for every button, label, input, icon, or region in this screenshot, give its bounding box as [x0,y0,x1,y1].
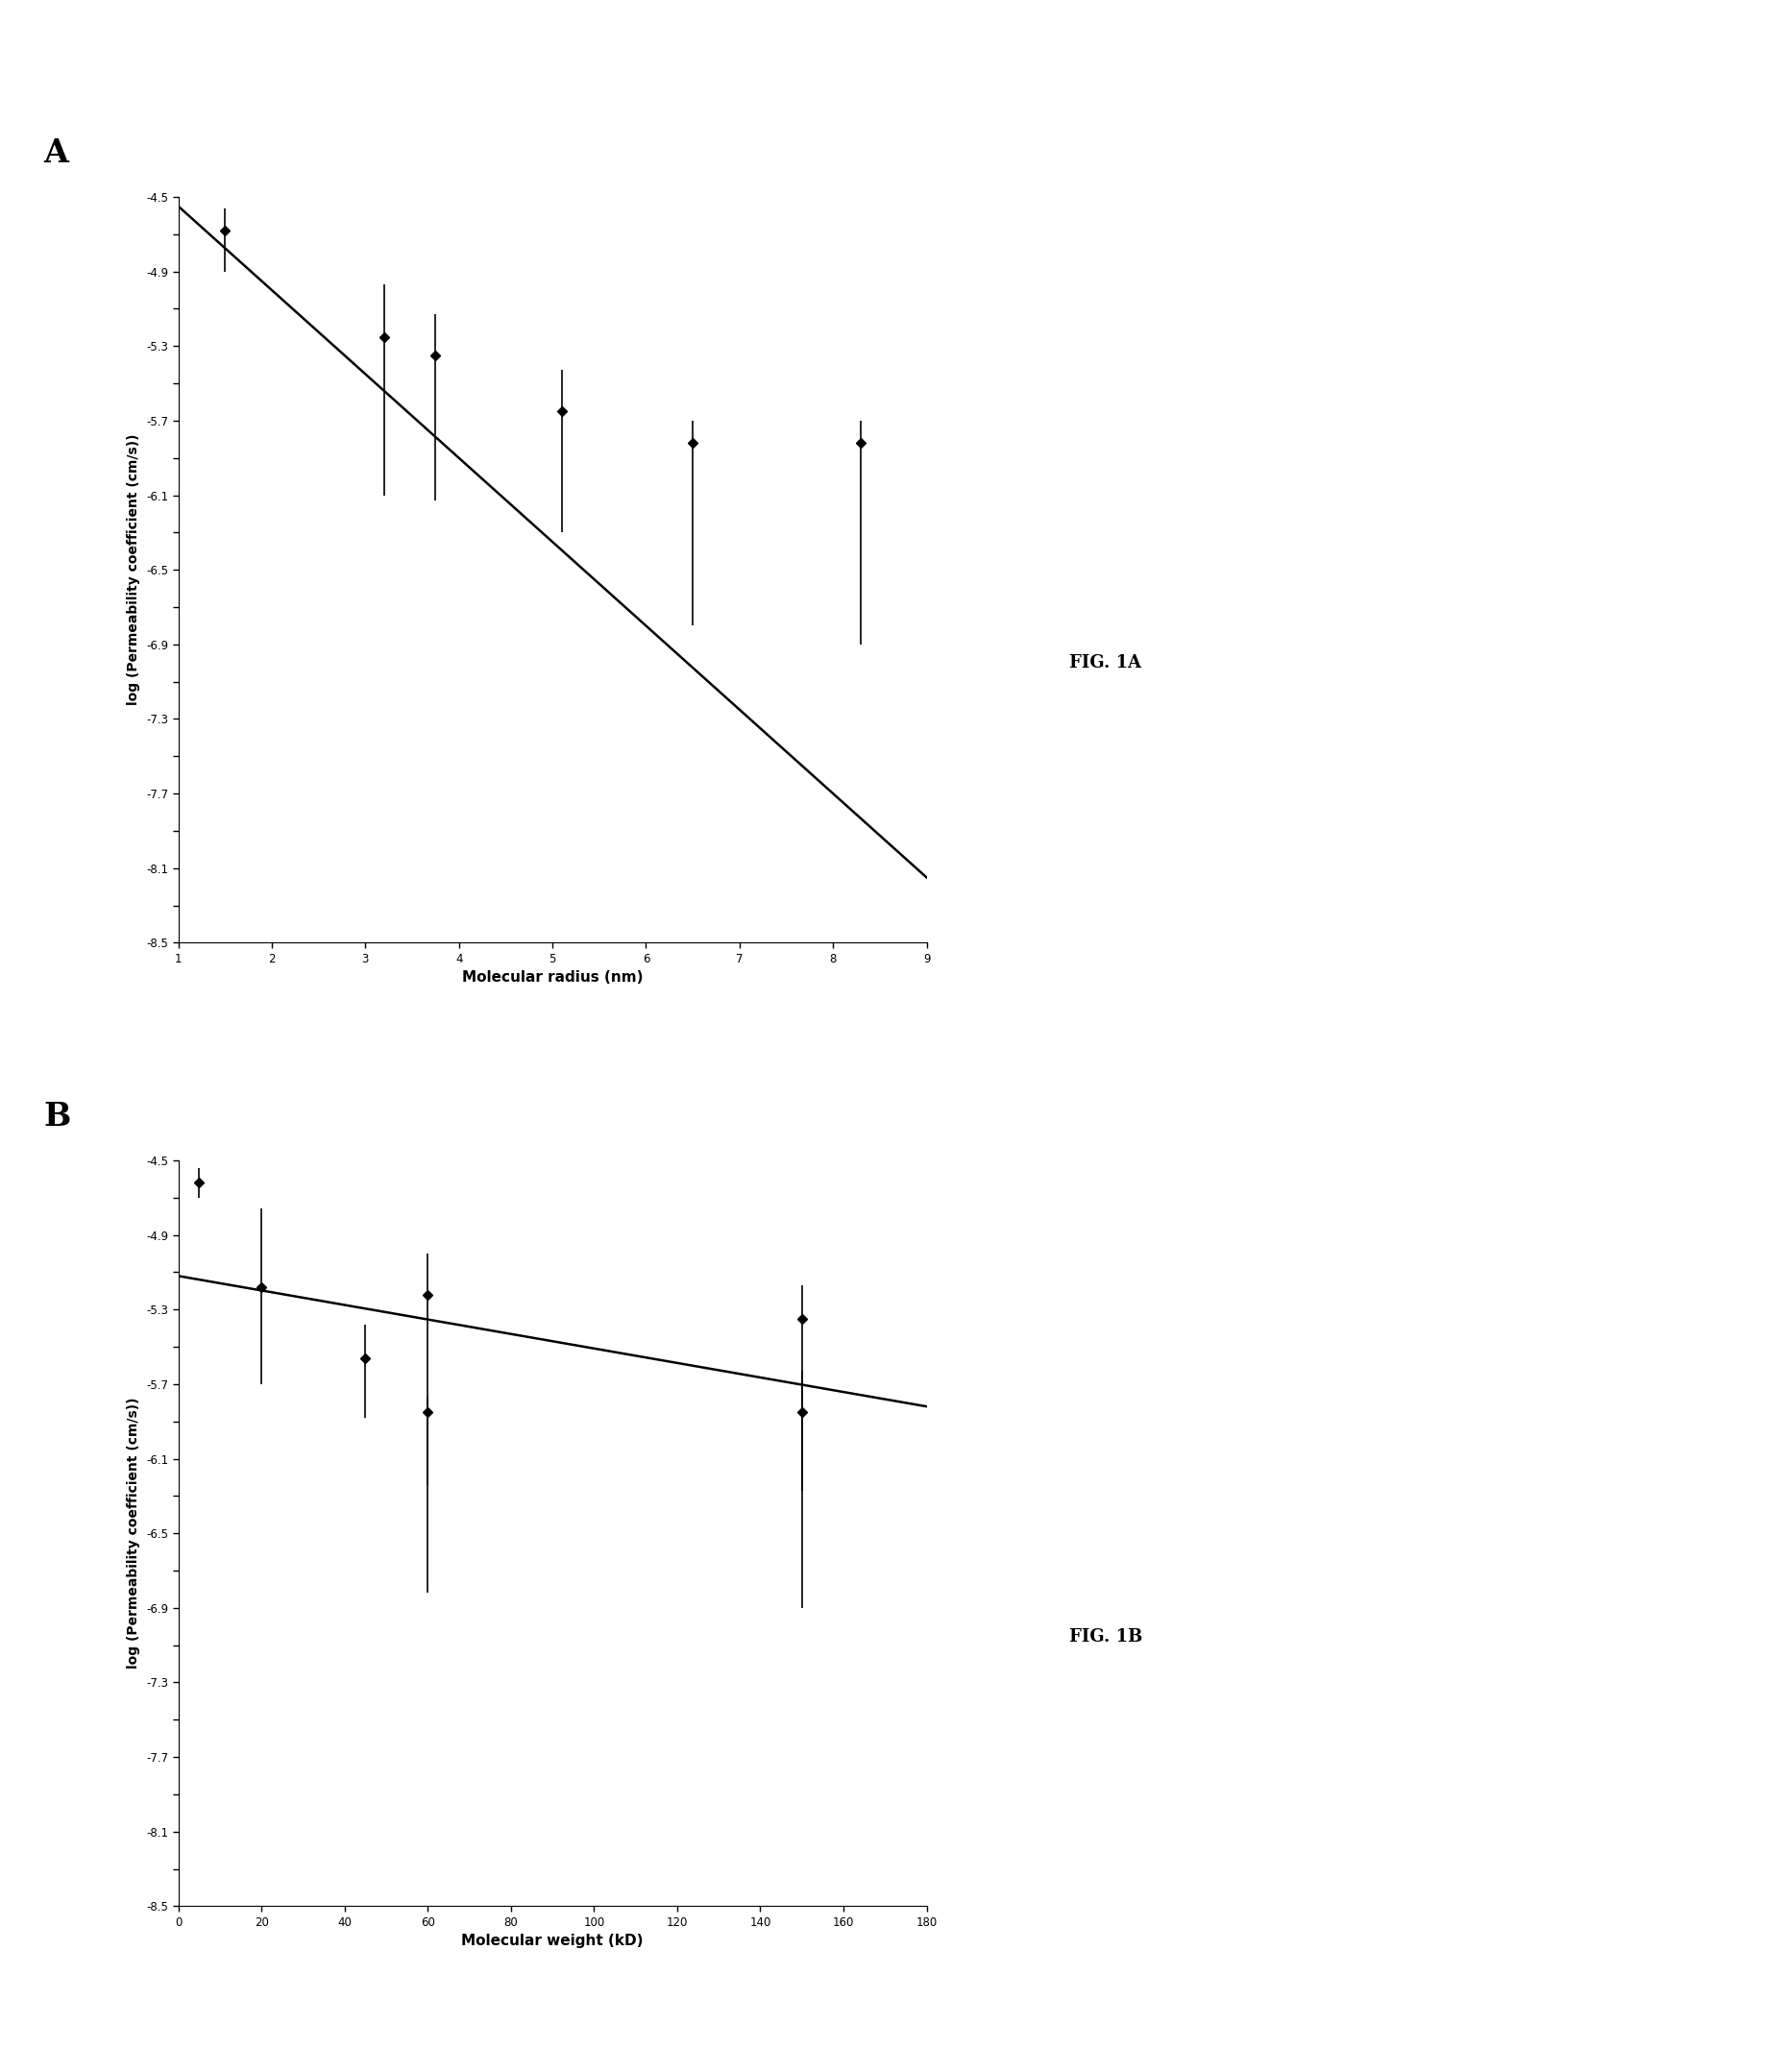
X-axis label: Molecular weight (kD): Molecular weight (kD) [462,1933,643,1948]
Text: FIG. 1B: FIG. 1B [1069,1629,1142,1645]
Text: FIG. 1A: FIG. 1A [1069,655,1140,671]
Y-axis label: log (Permeability coefficient (cm/s)): log (Permeability coefficient (cm/s)) [127,435,141,704]
Y-axis label: log (Permeability coefficient (cm/s)): log (Permeability coefficient (cm/s)) [127,1399,141,1668]
X-axis label: Molecular radius (nm): Molecular radius (nm) [462,970,643,984]
Text: A: A [43,137,68,168]
Text: B: B [43,1100,71,1131]
